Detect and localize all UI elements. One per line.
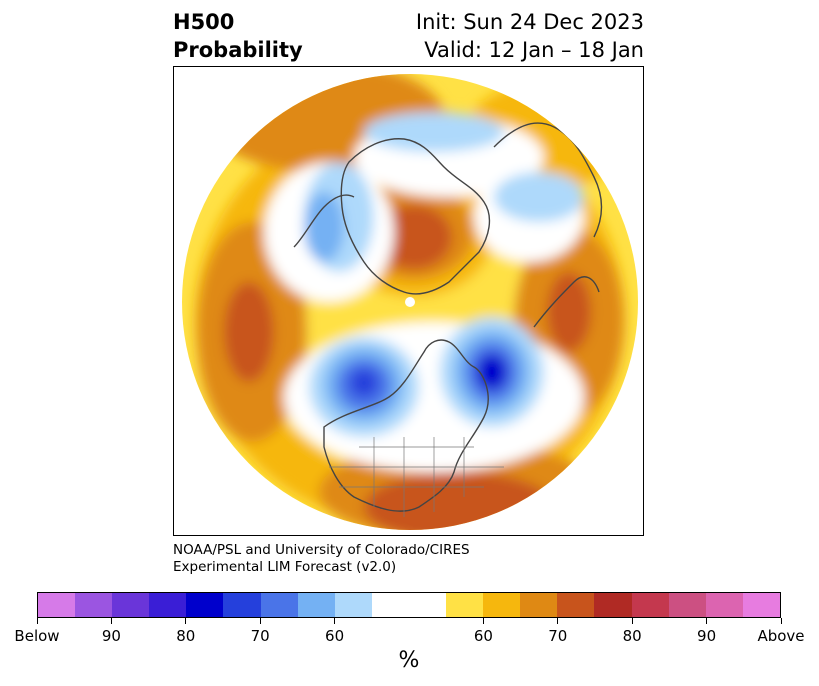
- colorbar-swatch: [594, 593, 632, 617]
- colorbar-swatch: [557, 593, 595, 617]
- colorbar-swatch: [520, 593, 558, 617]
- colorbar-tick: [482, 618, 484, 624]
- colorbar-tick: [557, 618, 559, 624]
- colorbar-swatch: [668, 593, 706, 617]
- colorbar-swatch: [112, 593, 150, 617]
- colorbar-tick: [334, 618, 336, 624]
- chart-title-right: Init: Sun 24 Dec 2023 Valid: 12 Jan – 18…: [416, 8, 644, 64]
- colorbar-tick-label: 60: [473, 627, 493, 645]
- colorbar-tick: [780, 618, 782, 624]
- coastlines: [293, 122, 603, 512]
- colorbar-tick-label: 80: [622, 627, 642, 645]
- probability-map: [173, 66, 644, 536]
- colorbar-tick: [36, 618, 38, 624]
- colorbar-tick-label: 70: [548, 627, 568, 645]
- colorbar-tick-label: 60: [325, 627, 345, 645]
- colorbar-swatch: [75, 593, 113, 617]
- credit-line-2: Experimental LIM Forecast (v2.0): [173, 559, 397, 575]
- colorbar-tick-label: 90: [101, 627, 121, 645]
- colorbar-tick: [631, 618, 633, 624]
- title-variable: H500: [173, 10, 235, 34]
- colorbar-swatch: [297, 593, 335, 617]
- colorbar-tick: [706, 618, 708, 624]
- colorbar-swatch: [631, 593, 669, 617]
- colorbar-tick: [110, 618, 112, 624]
- colorbar-swatch: [483, 593, 521, 617]
- colorbar-swatch: [371, 593, 409, 617]
- colorbar-tick-label: 80: [176, 627, 196, 645]
- colorbar-swatch: [186, 593, 224, 617]
- colorbar-tick: [259, 618, 261, 624]
- colorbar-swatch: [334, 593, 372, 617]
- colorbar-tick-label: Above: [757, 627, 805, 645]
- map-canvas: [182, 74, 638, 530]
- credit-line-1: NOAA/PSL and University of Colorado/CIRE…: [173, 542, 470, 558]
- credit-text: NOAA/PSL and University of Colorado/CIRE…: [173, 542, 470, 576]
- colorbar-swatch: [408, 593, 447, 617]
- colorbar-swatch: [260, 593, 298, 617]
- colorbar: [37, 592, 781, 618]
- colorbar-swatch: [446, 593, 484, 617]
- colorbar-tick: [185, 618, 187, 624]
- colorbar-swatch: [223, 593, 261, 617]
- colorbar-swatch: [705, 593, 743, 617]
- init-date: Init: Sun 24 Dec 2023: [415, 10, 644, 34]
- colorbar-tick-label: 70: [250, 627, 270, 645]
- colorbar-unit: %: [398, 648, 420, 673]
- colorbar-swatch: [742, 593, 780, 617]
- chart-title-left: H500 Probability: [173, 8, 303, 64]
- colorbar-tick-label: 90: [697, 627, 717, 645]
- title-type: Probability: [173, 38, 303, 62]
- colorbar-swatch: [38, 593, 76, 617]
- valid-range: Valid: 12 Jan – 18 Jan: [424, 38, 644, 62]
- colorbar-swatch: [149, 593, 187, 617]
- colorbar-tick-label: Below: [14, 627, 60, 645]
